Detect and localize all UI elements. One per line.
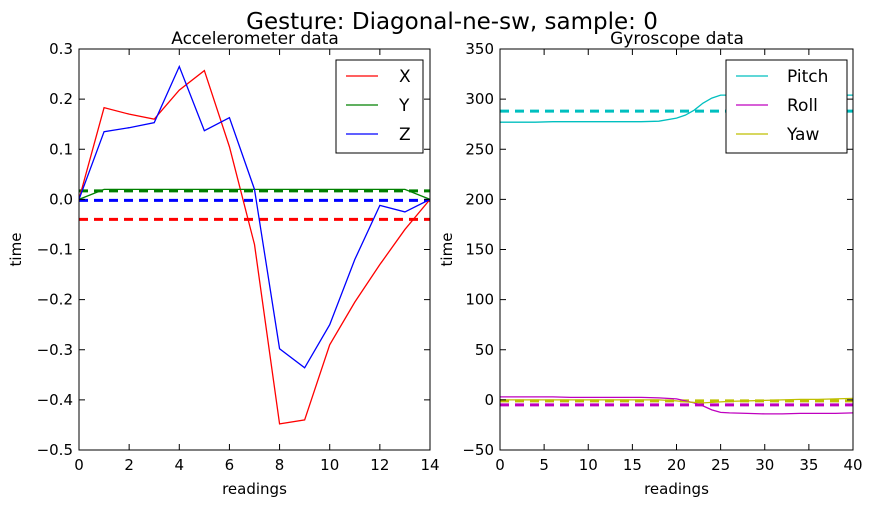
gyroscope-legend-label-yaw: Yaw xyxy=(786,125,819,145)
accelerometer-ytick-label: −0.3 xyxy=(37,341,73,359)
gyroscope-ytick-label: 250 xyxy=(465,140,494,158)
accelerometer-legend-label-y: Y xyxy=(398,96,410,116)
gyroscope-ytick-label: −50 xyxy=(462,441,494,459)
gyroscope-ytick-label: 0 xyxy=(484,391,494,409)
gyroscope-xtick-label: 0 xyxy=(495,456,505,474)
gyroscope-xtick-label: 5 xyxy=(539,456,549,474)
gyroscope-xtick-label: 15 xyxy=(623,456,642,474)
gyroscope-panel: 0 5 10 15 20 25 30 35 40350300250200150100500−50… xyxy=(438,29,863,498)
gyroscope-series-yaw xyxy=(500,397,853,404)
accelerometer-panel: 0 2 4 6 8 10 12 14 0.3 0.2 0.1 0.0 −0.1 −0.2 −0.3 −0.4 −… xyxy=(7,29,440,498)
accelerometer-ytick-label: −0.4 xyxy=(37,391,73,409)
accelerometer-ytick-label: −0.5 xyxy=(37,441,73,459)
accelerometer-xtick-label: 4 xyxy=(175,456,185,474)
gyroscope-xtick-label: 30 xyxy=(755,456,774,474)
accelerometer-legend-label-x: X xyxy=(399,67,411,87)
accelerometer-xlabel: readings xyxy=(222,480,287,498)
accelerometer-xtick-label: 8 xyxy=(275,456,285,474)
accelerometer-ytick-label: 0.0 xyxy=(49,190,73,208)
gyroscope-ytick-label: 300 xyxy=(465,90,494,108)
gyroscope-xtick-label: 40 xyxy=(843,456,862,474)
accelerometer-xtick-label: 2 xyxy=(124,456,134,474)
gyroscope-xtick-label: 20 xyxy=(667,456,686,474)
gyroscope-xlabel: readings xyxy=(644,480,709,498)
accelerometer-legend-label-z: Z xyxy=(399,125,411,145)
accelerometer-ytick-label: −0.2 xyxy=(37,291,73,309)
gyroscope-legend: Pitch Roll Yaw xyxy=(725,59,848,154)
accelerometer-xtick-label: 0 xyxy=(74,456,84,474)
gyroscope-legend-label-pitch: Pitch xyxy=(787,67,828,87)
accelerometer-xtick-label: 10 xyxy=(320,456,339,474)
gyroscope-ytick-label: 100 xyxy=(465,291,494,309)
accelerometer-xtick-label: 14 xyxy=(420,456,439,474)
gyroscope-title: Gyroscope data xyxy=(610,29,744,49)
accelerometer-plot-area xyxy=(79,64,430,425)
gyroscope-ytick-label: 200 xyxy=(465,190,494,208)
gyroscope-ylabel: time xyxy=(438,233,456,267)
accelerometer-ytick-label: 0.1 xyxy=(49,140,73,158)
gyroscope-legend-label-roll: Roll xyxy=(787,96,818,116)
gyroscope-xtick-label: 25 xyxy=(711,456,730,474)
accelerometer-legend: XYZ xyxy=(335,59,424,154)
gyroscope-ytick-label: 50 xyxy=(475,341,494,359)
gyroscope-ytick-label: 350 xyxy=(465,40,494,58)
figure-title: Gesture: Diagonal-ne-sw, sample: 0 xyxy=(246,9,658,35)
gyroscope-xtick-label: 10 xyxy=(579,456,598,474)
accelerometer-ylabel: time xyxy=(7,233,25,267)
accelerometer-ytick-label: 0.2 xyxy=(49,90,73,108)
accelerometer-title: Accelerometer data xyxy=(171,29,339,49)
accelerometer-ytick-label: 0.3 xyxy=(49,40,73,58)
accelerometer-series-z xyxy=(79,64,430,369)
gyroscope-xtick-label: 35 xyxy=(799,456,818,474)
accelerometer-series-x xyxy=(79,69,430,425)
gyroscope-ytick-label: 150 xyxy=(465,241,494,259)
accelerometer-xtick-label: 6 xyxy=(225,456,235,474)
accelerometer-ytick-label: −0.1 xyxy=(37,241,73,259)
accelerometer-xtick-label: 12 xyxy=(370,456,389,474)
